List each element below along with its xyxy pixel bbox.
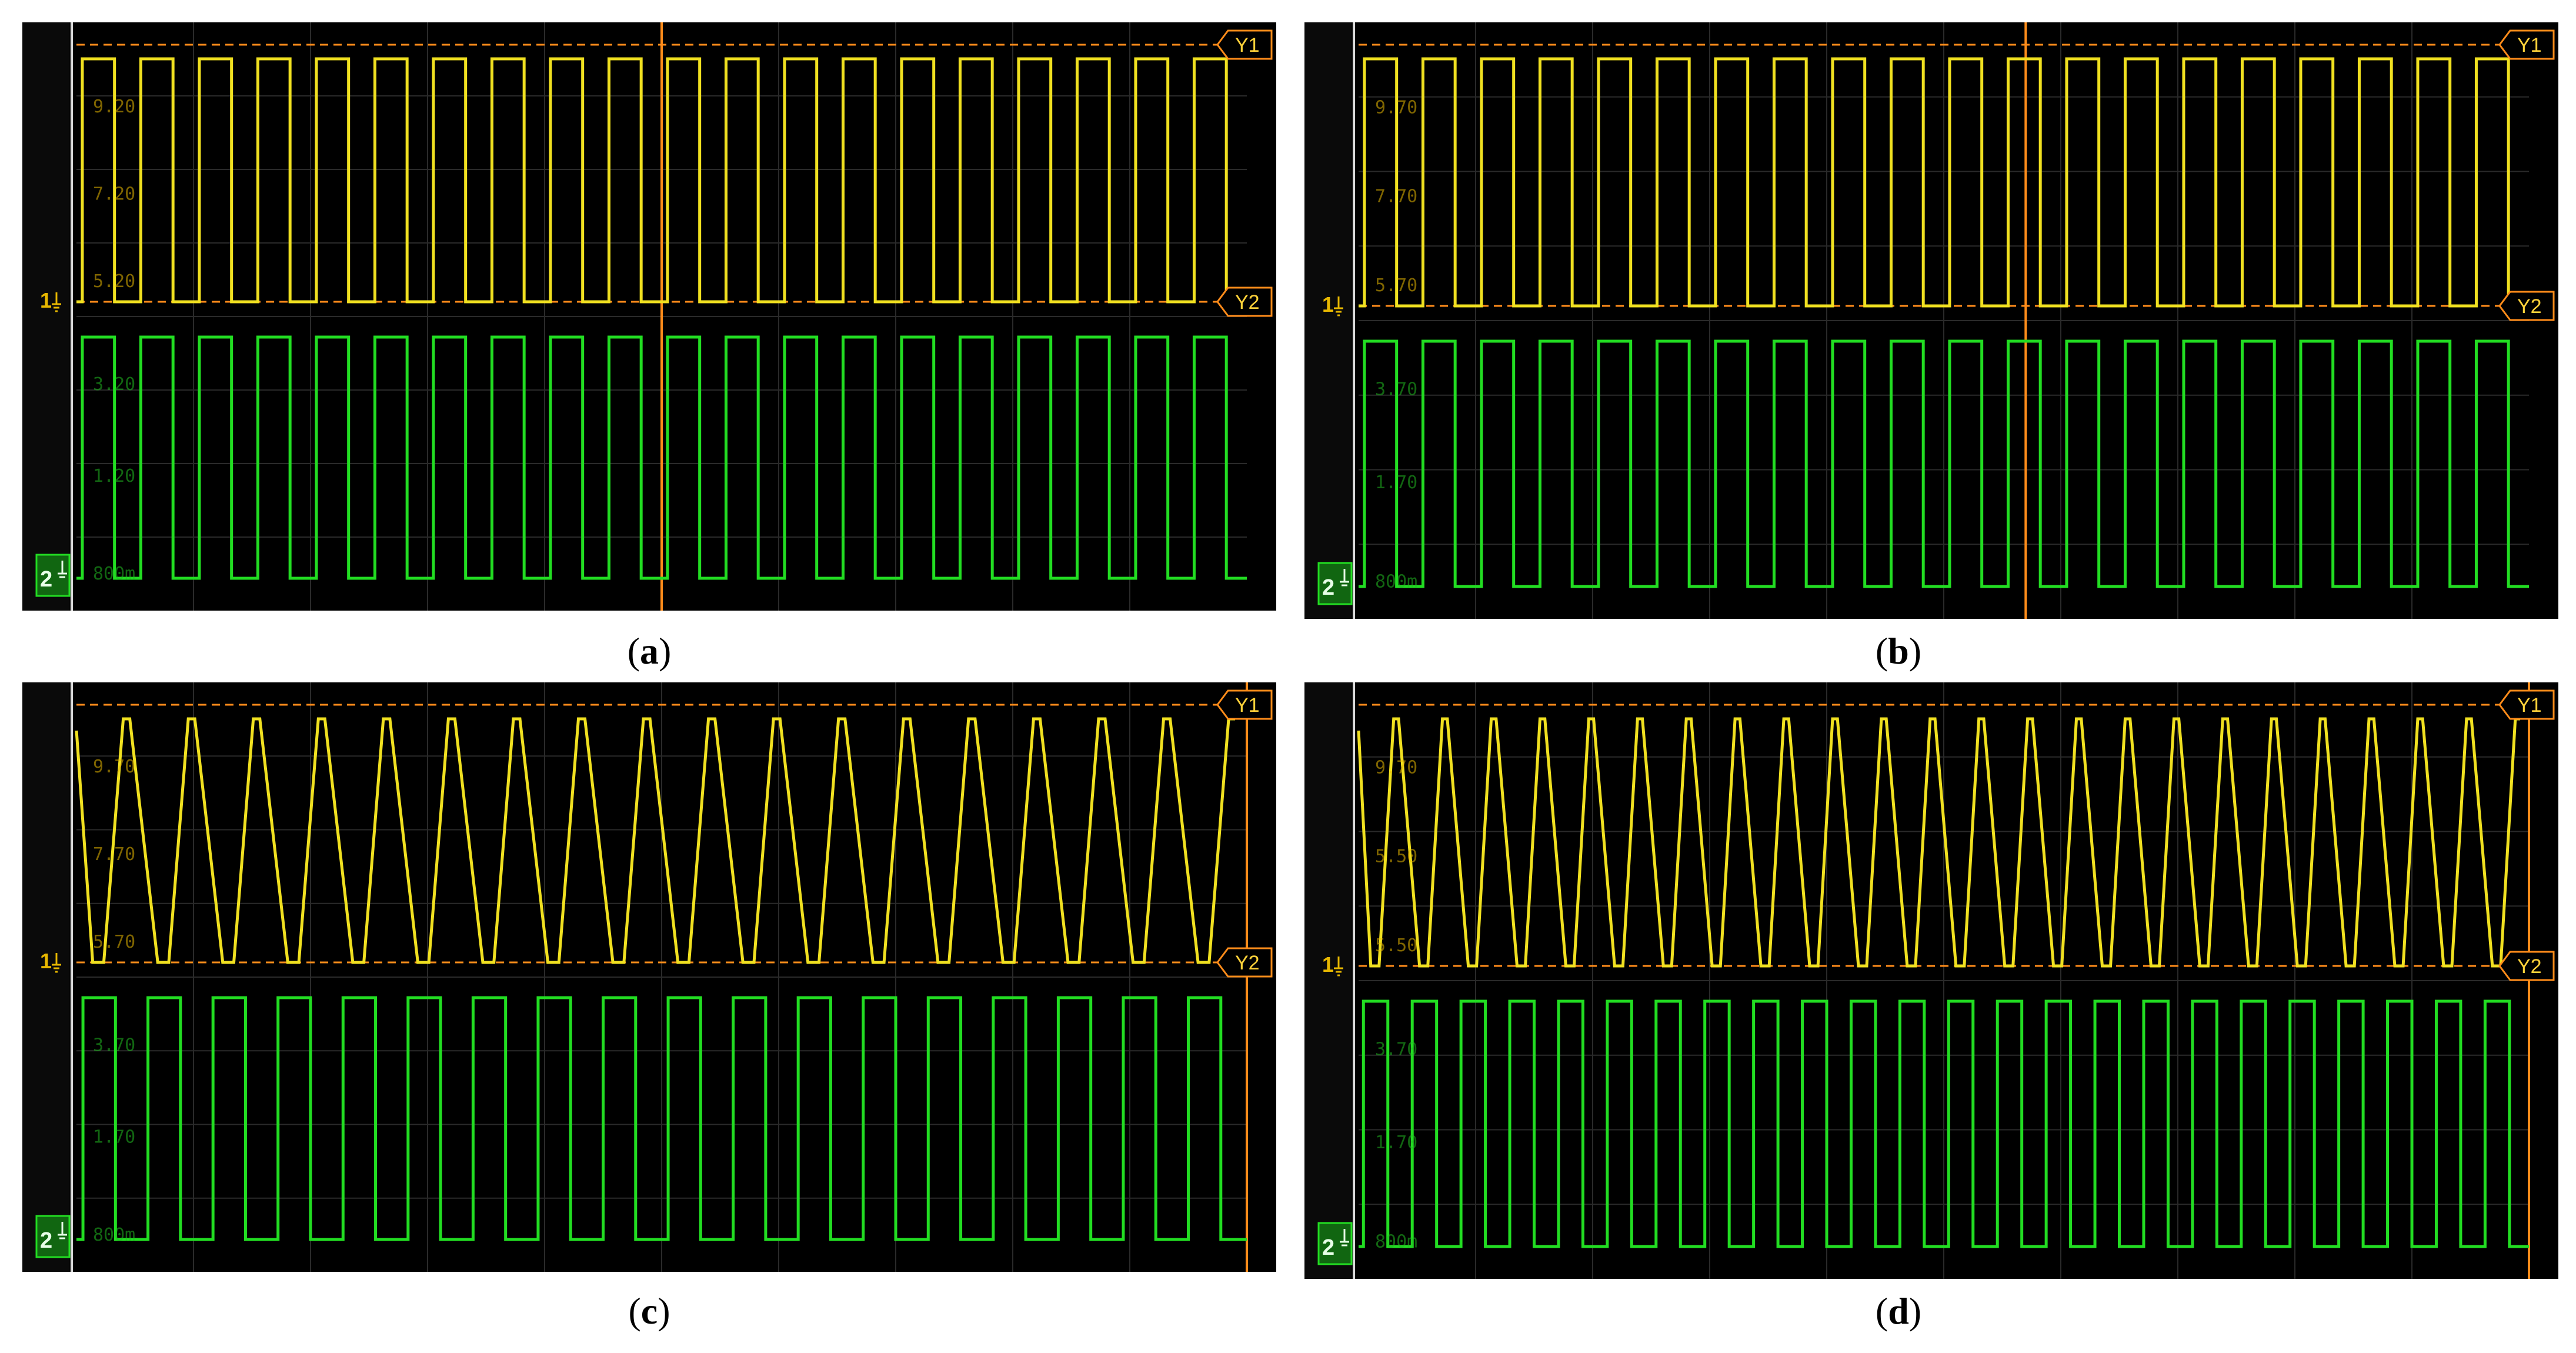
ch1-tick-label: 9.70 [1375, 757, 1417, 778]
ch2-ground-marker: 2 [40, 567, 52, 592]
y1-tag-outline [1216, 29, 1273, 60]
ch1-tick-label: 9.70 [1375, 97, 1417, 118]
grid [1359, 22, 2529, 619]
y2-tag-text: Y2 [1235, 952, 1260, 974]
scope-screen-d: 9.70 5.50 5.50 3.70 1.70 800m Y1 Y2 1 2 [1304, 682, 2558, 1279]
waveform-ch2 [1359, 999, 2529, 1248]
ch1-tick-label: 5.50 [1375, 935, 1417, 956]
ch2-ground-marker: 2 [1322, 1235, 1334, 1260]
ground-icon [52, 292, 61, 312]
caption-b: (b) [1875, 630, 1922, 672]
caption-letter: b [1888, 630, 1909, 672]
ground-icon [58, 561, 67, 578]
scope-plot-a: 9.20 7.20 5.20 3.20 1.20 800m Y1 Y2 1 2 [22, 22, 1273, 611]
ch2-ground-marker: 2 [1322, 575, 1334, 600]
caption-d: (d) [1875, 1290, 1922, 1332]
ch1-tick-label: 5.50 [1375, 847, 1417, 867]
ch1-tick-label: 7.20 [93, 184, 135, 205]
waveform-ch1 [1359, 57, 2529, 308]
y1-tag-text: Y1 [1235, 34, 1260, 56]
ch2-tick-label: 1.70 [93, 1127, 135, 1148]
ch1-ground-marker: 1 [1322, 292, 1334, 316]
ch2-ground-marker-box [35, 554, 71, 597]
y1-tag: Y1 [1216, 29, 1273, 60]
y1-tag: Y1 [2498, 29, 2555, 60]
y2-tag: Y2 [1216, 947, 1273, 978]
scope-screen-c: 9.70 7.70 5.70 3.70 1.70 800m Y1 Y2 1 2 [22, 682, 1276, 1272]
y1-tag-outline [2498, 689, 2555, 720]
caption-a: (a) [627, 630, 672, 672]
ch2-tick-label: 1.70 [1375, 1132, 1417, 1153]
ground-icon [1334, 296, 1343, 316]
scope-plot-d: 9.70 5.50 5.50 3.70 1.70 800m Y1 Y2 1 2 [1304, 682, 2555, 1279]
ch2-tick-label: 800m [93, 1225, 135, 1245]
y2-tag-text: Y2 [1235, 291, 1260, 314]
ch1-ground-marker: 1 [1322, 952, 1334, 977]
y2-tag-text: Y2 [2517, 295, 2542, 318]
left-strip [1304, 682, 1352, 1279]
ground-icon [1340, 1229, 1349, 1247]
ch2-tick-label: 3.20 [93, 374, 135, 395]
y2-tag-text: Y2 [2517, 955, 2542, 978]
scope-plot-b: 9.70 7.70 5.70 3.70 1.70 800m Y1 Y2 1 2 [1304, 22, 2555, 619]
waveform-ch1 [76, 57, 1247, 304]
ch1-tick-label: 5.20 [93, 271, 135, 292]
ground-icon [58, 1222, 67, 1239]
ch1-tick-label: 5.70 [1375, 275, 1417, 296]
grid [76, 682, 1247, 1272]
y2-tag: Y2 [2498, 951, 2555, 981]
scope-screen-b: 9.70 7.70 5.70 3.70 1.70 800m Y1 Y2 1 2 [1304, 22, 2558, 619]
caption-letter: d [1888, 1290, 1909, 1332]
ch2-ground-marker-box [1317, 562, 1353, 605]
ch2-tick-label: 800m [1375, 572, 1417, 592]
y1-tag: Y1 [1216, 689, 1273, 720]
waveform-ch2 [1359, 339, 2529, 588]
waveform-ch1 [75, 717, 1236, 964]
y2-tag: Y2 [1216, 286, 1273, 317]
scope-plot-c: 9.70 7.70 5.70 3.70 1.70 800m Y1 Y2 1 2 [22, 682, 1273, 1272]
caption-letter: c [640, 1290, 658, 1332]
ground-icon [1340, 569, 1349, 586]
ch1-tick-label: 7.70 [1375, 186, 1417, 207]
ch2-tick-label: 1.20 [93, 466, 135, 486]
caption-c: (c) [628, 1290, 670, 1332]
y1-tag-text: Y1 [1235, 694, 1260, 717]
ch2-tick-label: 800m [1375, 1232, 1417, 1252]
y2-tag-outline [2498, 951, 2555, 981]
y1-tag-text: Y1 [2517, 34, 2542, 56]
scope-screen-a: 9.20 7.20 5.20 3.20 1.20 800m Y1 Y2 1 2 [22, 22, 1276, 611]
y1-tag-text: Y1 [2517, 694, 2542, 717]
y2-tag-outline [1216, 947, 1273, 978]
waveform-ch2 [76, 335, 1247, 580]
ch1-ground-marker: 1 [40, 949, 52, 973]
y1-tag-outline [2498, 29, 2555, 60]
waveform-ch2 [76, 996, 1247, 1241]
y1-tag: Y1 [2498, 689, 2555, 720]
ch2-tick-label: 3.70 [93, 1035, 135, 1055]
ch1-tick-label: 9.20 [93, 96, 135, 117]
ch2-tick-label: 1.70 [1375, 472, 1417, 493]
ch1-ground-marker: 1 [40, 288, 52, 312]
ground-icon [1334, 957, 1343, 977]
ch2-ground-marker: 2 [40, 1228, 52, 1253]
y2-tag: Y2 [2498, 291, 2555, 321]
waveform-ch1 [1357, 717, 2521, 968]
left-strip [1304, 22, 1352, 619]
ch2-tick-label: 800m [93, 564, 135, 584]
y2-tag-outline [1216, 286, 1273, 317]
left-strip [22, 22, 69, 611]
y1-tag-outline [1216, 689, 1273, 720]
ch1-tick-label: 9.70 [93, 757, 135, 777]
ch2-ground-marker-box [35, 1215, 71, 1258]
ch1-tick-label: 7.70 [93, 844, 135, 865]
grid [1359, 682, 2529, 1279]
ch1-tick-label: 5.70 [93, 932, 135, 952]
left-strip [22, 682, 69, 1272]
ground-icon [52, 953, 61, 973]
ch2-ground-marker-box [1317, 1222, 1353, 1265]
caption-letter: a [640, 630, 659, 672]
ch2-tick-label: 3.70 [1375, 1039, 1417, 1060]
ch2-tick-label: 3.70 [1375, 379, 1417, 400]
y2-tag-outline [2498, 291, 2555, 321]
